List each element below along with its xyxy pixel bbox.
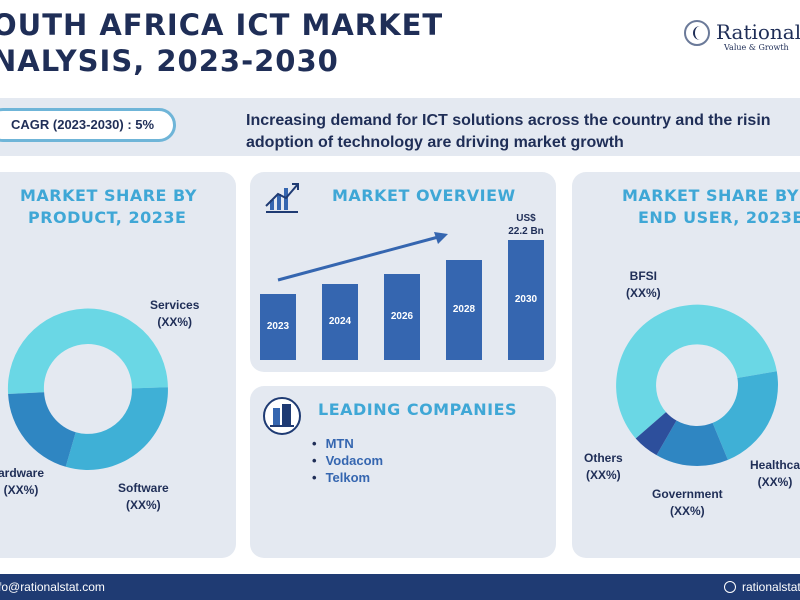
end-user-donut [616, 304, 778, 466]
label-software: Software (XX%) [118, 481, 169, 512]
bar-year-label: 2023 [266, 321, 290, 332]
donut-segment-bfsi [616, 304, 777, 439]
end-user-share-title-1: MARKET SHARE BY [622, 186, 799, 205]
company-item: Vodacom [312, 453, 384, 468]
donut-segment-hardware [8, 392, 76, 467]
leading-companies-card [250, 386, 556, 558]
leading-companies-title: LEADING COMPANIES [318, 400, 518, 419]
footer-website[interactable]: rationalstat.com [742, 580, 800, 594]
bar-year-label: 2024 [328, 316, 352, 327]
growth-arrow [277, 232, 448, 282]
label-healthcare: Healthca (XX%) [750, 458, 800, 489]
label-hardware: ardware (XX%) [0, 466, 45, 497]
bar-2030: 2030 [508, 240, 544, 360]
title-line-2: NALYSIS, 2023-2030 [0, 44, 339, 78]
bar-year-label: 2028 [452, 304, 476, 315]
donut-segment-others [635, 412, 677, 456]
end-user-share-title-2: END USER, 2023E [638, 208, 800, 227]
company-item: MTN [312, 436, 354, 451]
footer-bar [0, 574, 800, 600]
product-donut [7, 308, 168, 470]
bar-2026: 2026 [384, 274, 420, 360]
trend-chart-icon [265, 183, 299, 213]
bar-2028: 2028 [446, 260, 482, 360]
building-icon [263, 397, 301, 435]
logo-icon [684, 20, 710, 46]
donut-segment-government [656, 420, 728, 466]
bar-year-label: 2026 [390, 311, 414, 322]
logo-tagline: Value & Growth [724, 43, 789, 52]
company-item: Telkom [312, 470, 371, 485]
cagr-badge: CAGR (2023-2030) : 5% [0, 108, 176, 142]
donut-segment-services [7, 308, 168, 394]
value-label: US$ 22.2 Bn [508, 213, 544, 237]
title-line-1: OUTH AFRICA ICT MARKET [0, 8, 444, 42]
label-bfsi: BFSI (XX%) [626, 269, 661, 300]
footer-email[interactable]: fo@rationalstat.com [0, 580, 105, 594]
headline: Increasing demand for ICT solutions acro… [246, 110, 800, 154]
product-share-title-1: MARKET SHARE BY [20, 186, 197, 205]
bar-year-label: 2030 [514, 294, 538, 305]
label-government: Government (XX%) [652, 487, 723, 518]
bar-2023: 2023 [260, 294, 296, 360]
label-others: Others (XX%) [584, 451, 623, 482]
product-share-title-2: PRODUCT, 2023E [28, 208, 187, 227]
globe-icon [724, 581, 736, 593]
headline-line-1: Increasing demand for ICT solutions acro… [246, 112, 771, 129]
logo-name: RationalSt [716, 20, 800, 44]
donut-segment-healthcare [712, 371, 778, 460]
headline-line-2: adoption of technology are driving marke… [246, 134, 624, 151]
bar-2024: 2024 [322, 284, 358, 360]
label-services: Services (XX%) [150, 298, 200, 329]
donut-segment-software [65, 387, 168, 470]
market-overview-title: MARKET OVERVIEW [332, 186, 516, 205]
